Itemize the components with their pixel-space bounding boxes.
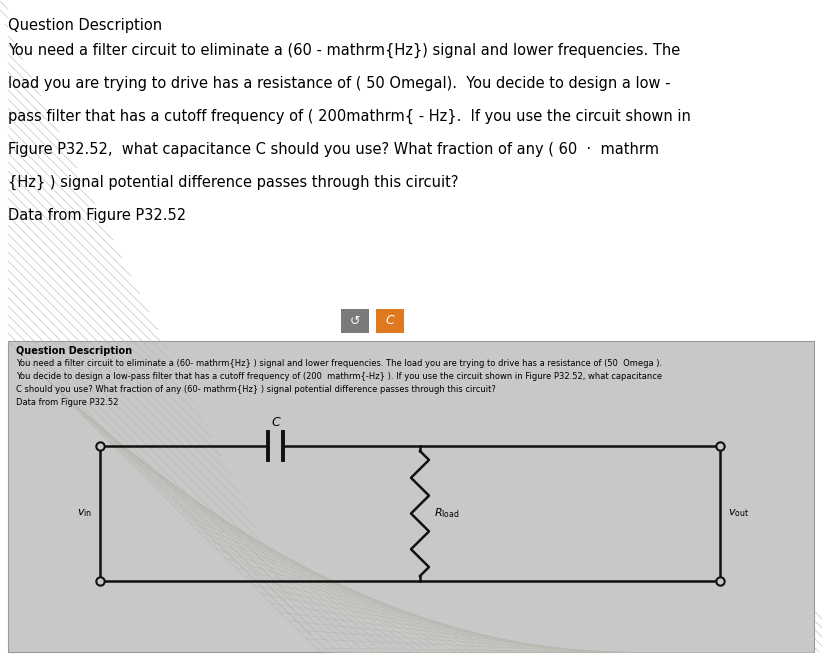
Text: Question Description: Question Description: [16, 346, 132, 356]
Text: $\mathit{v}_{\rm in}$: $\mathit{v}_{\rm in}$: [77, 508, 92, 520]
Text: $\mathit{v}_{\rm out}$: $\mathit{v}_{\rm out}$: [728, 508, 749, 520]
Text: C should you use? What fraction of any (60- mathrm{Hz} ) signal potential differ: C should you use? What fraction of any (…: [16, 385, 496, 394]
Bar: [8, 341, 814, 652]
Text: Question Description: Question Description: [8, 18, 162, 33]
Text: load you are trying to drive has a resistance of ( 50 Omegal).  You decide to de: load you are trying to drive has a resis…: [8, 76, 671, 91]
Text: {Hz} ) signal potential difference passes through this circuit?: {Hz} ) signal potential difference passe…: [8, 175, 459, 190]
Bar: [341, 309, 369, 333]
Text: Data from Figure P32.52: Data from Figure P32.52: [16, 398, 118, 407]
Text: You decide to design a low-pass filter that has a cutoff frequency of (200  math: You decide to design a low-pass filter t…: [16, 372, 663, 381]
Text: You need a filter circuit to eliminate a (60- mathrm{Hz} ) signal and lower freq: You need a filter circuit to eliminate a…: [16, 359, 663, 368]
Text: Figure P32.52,  what capacitance C should you use? What fraction of any ( 60  · : Figure P32.52, what capacitance C should…: [8, 142, 659, 157]
Text: Data from Figure P32.52: Data from Figure P32.52: [8, 208, 186, 223]
Text: C: C: [386, 314, 395, 327]
Text: pass filter that has a cutoff frequency of ( 200mathrm{ - Hz}.  If you use the c: pass filter that has a cutoff frequency …: [8, 109, 690, 124]
Text: ↺: ↺: [349, 314, 360, 327]
Text: You need a filter circuit to eliminate a (60 - mathrm{Hz}) signal and lower freq: You need a filter circuit to eliminate a…: [8, 43, 681, 58]
Bar: [376, 309, 404, 333]
Text: C: C: [271, 416, 279, 429]
Text: $R_{\rm load}$: $R_{\rm load}$: [434, 506, 459, 520]
